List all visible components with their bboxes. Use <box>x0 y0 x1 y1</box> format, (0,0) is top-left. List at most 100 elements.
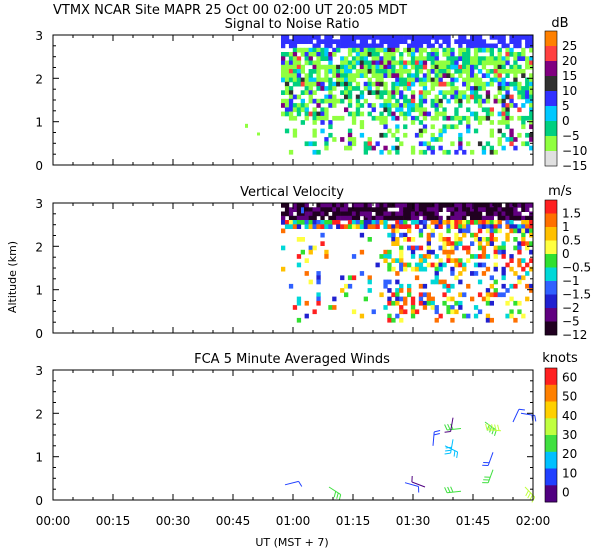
data-cell <box>375 203 380 208</box>
x-axis-label: UT (MST + 7) <box>255 536 328 549</box>
data-cell <box>347 215 353 221</box>
data-cell <box>458 292 463 298</box>
data-cell <box>383 203 388 208</box>
data-cell <box>316 111 321 117</box>
data-cell <box>407 103 412 108</box>
data-cell <box>344 69 349 74</box>
data-cell <box>430 207 435 212</box>
data-cell <box>351 60 357 66</box>
data-cell <box>336 39 341 44</box>
data-cell <box>407 35 412 40</box>
data-cell <box>312 245 317 251</box>
x-tick-label: 00:45 <box>216 514 251 528</box>
data-cell <box>497 69 502 74</box>
data-cell <box>367 69 372 74</box>
data-cell <box>422 149 428 155</box>
data-cell <box>529 228 534 234</box>
data-cell <box>371 103 376 108</box>
data-cell <box>391 224 396 229</box>
data-cell <box>430 300 435 306</box>
data-cell <box>481 64 487 70</box>
data-cell <box>300 107 305 113</box>
data-cell <box>489 292 494 298</box>
data-cell <box>497 52 502 57</box>
data-cell <box>292 69 298 74</box>
data-cell <box>367 86 372 91</box>
data-cell <box>422 81 428 87</box>
data-cell <box>458 228 463 234</box>
data-cell <box>340 64 345 70</box>
colorbar-label: 10 <box>562 84 577 98</box>
data-cell <box>501 120 506 125</box>
data-cell <box>387 111 392 117</box>
data-cell <box>493 207 498 212</box>
data-cell <box>245 123 248 128</box>
data-cell <box>509 283 514 289</box>
data-cell <box>304 207 309 212</box>
data-cell <box>470 211 475 217</box>
data-cell <box>481 115 487 121</box>
data-cell <box>292 115 298 121</box>
data-cell <box>351 141 357 147</box>
data-cell <box>391 215 396 221</box>
data-cell <box>316 279 321 285</box>
data-cell <box>489 232 494 238</box>
data-cell <box>328 220 333 225</box>
data-cell <box>312 64 317 70</box>
data-cell <box>375 220 380 225</box>
data-cell <box>383 258 388 263</box>
data-cell <box>281 111 286 117</box>
data-cell <box>292 35 298 40</box>
data-cell <box>517 249 522 255</box>
data-cell <box>529 124 534 130</box>
data-cell <box>501 245 506 251</box>
data-cell <box>403 115 408 121</box>
data-cell <box>347 275 353 281</box>
y-tick-label: 0 <box>35 494 43 508</box>
data-cell <box>477 77 483 83</box>
data-cell <box>454 203 459 208</box>
data-cell <box>473 39 479 44</box>
data-cell <box>344 203 349 208</box>
data-cell <box>434 207 439 212</box>
data-cell <box>288 73 294 78</box>
data-cell <box>426 77 431 83</box>
data-cell <box>391 145 396 151</box>
data-cell <box>316 292 321 298</box>
data-cell <box>458 52 463 57</box>
data-cell <box>493 69 498 74</box>
data-cell <box>340 77 345 83</box>
data-cell <box>525 81 530 87</box>
data-cell <box>529 56 534 61</box>
data-cell <box>458 300 463 306</box>
data-cell <box>312 132 317 138</box>
data-cell <box>296 207 302 212</box>
data-cell <box>493 149 498 155</box>
data-cell <box>407 245 412 251</box>
data-cell <box>296 211 302 217</box>
data-cell <box>301 207 304 214</box>
data-cell <box>414 73 420 78</box>
data-cell <box>355 211 361 217</box>
data-cell <box>320 81 325 87</box>
data-cell <box>525 115 530 121</box>
data-cell <box>410 43 416 49</box>
data-cell <box>509 115 514 121</box>
data-cell <box>458 132 463 138</box>
data-cell <box>300 35 305 40</box>
data-cell <box>422 258 428 263</box>
data-cell <box>359 69 365 74</box>
data-cell <box>324 73 329 78</box>
data-cell <box>340 207 345 212</box>
data-cell <box>434 137 439 142</box>
data-cell <box>347 207 353 212</box>
colorbar-swatch <box>545 281 557 295</box>
data-cell <box>375 262 380 268</box>
data-cell <box>434 35 439 40</box>
data-cell <box>379 39 384 44</box>
data-cell <box>438 237 443 242</box>
data-cell <box>383 103 388 108</box>
data-cell <box>489 220 494 225</box>
data-cell <box>316 103 321 108</box>
data-cell <box>426 141 431 147</box>
